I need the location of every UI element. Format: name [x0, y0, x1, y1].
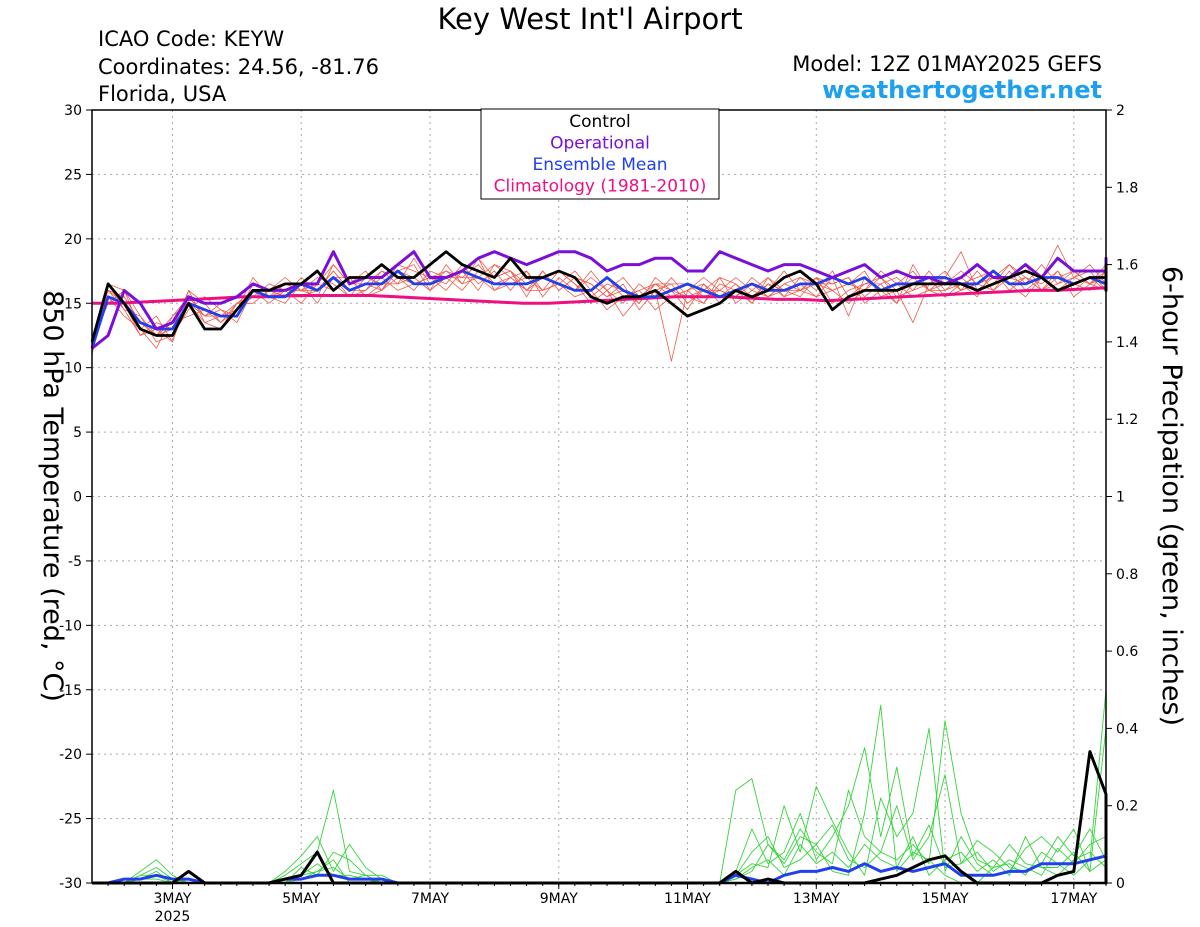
precip-member-line: [92, 689, 1107, 884]
y-axis-label: 850 hPa Temperature (red, °C): [37, 290, 68, 702]
y2-tick-label: 0: [1116, 876, 1125, 892]
y-tick-label: 15: [64, 296, 82, 312]
y-tick-label: 0: [73, 490, 82, 506]
precip-member-line: [92, 720, 1107, 884]
x-tick-label: 17MAY: [1050, 891, 1097, 907]
y-tick-label: 30: [64, 103, 82, 119]
y-tick-label: -30: [59, 876, 82, 892]
legend-entry: Climatology (1981-2010): [494, 177, 707, 197]
legend-box: [480, 108, 720, 200]
y-tick-label: -25: [59, 812, 82, 828]
precip-member-line: [92, 669, 1107, 884]
model-run: Model: 12Z 01MAY2025 GEFS: [792, 52, 1102, 76]
y2-axis-label: 6-hour Precipation (green, inches): [1156, 266, 1187, 726]
y2-tick-label: 1: [1116, 490, 1125, 506]
x-tick-label: 5MAY: [282, 891, 320, 907]
legend-entry: Ensemble Mean: [532, 155, 667, 175]
precip-ensemble-mean-line: [92, 854, 1108, 885]
x-tick-label: 3MAY: [153, 891, 191, 907]
x-tick-label: 11MAY: [664, 891, 711, 907]
x-tick-label: 15MAY: [922, 891, 969, 907]
y-tick-label: -5: [68, 554, 82, 570]
y-tick-label: -10: [59, 618, 82, 634]
coordinates: Coordinates: 24.56, -81.76: [98, 55, 379, 79]
x-tick-label: 9MAY: [540, 891, 578, 907]
x-tick-label: 13MAY: [793, 891, 840, 907]
temp-control-line: [90, 250, 1108, 343]
y2-tick-label: 0.8: [1116, 567, 1138, 583]
legend-entry: Operational: [550, 134, 650, 154]
y-tick-label: 25: [64, 167, 82, 183]
axes-layer: 302520151050-5-10-15-20-25-3021.81.61.41…: [59, 103, 1138, 925]
y2-tick-label: 1.2: [1116, 412, 1138, 428]
site-link[interactable]: weathertogether.net: [822, 76, 1102, 104]
y2-tick-label: 1.4: [1116, 335, 1138, 351]
region: Florida, USA: [98, 82, 227, 106]
precip-member-line: [92, 828, 1107, 884]
plot-frame: [91, 109, 1107, 884]
temp-ensemble-mean-line: [90, 269, 1108, 349]
x-tick-label: 7MAY: [411, 891, 449, 907]
y2-tick-label: 0.6: [1116, 644, 1138, 660]
chart-title: Key West Int'l Airport: [437, 2, 743, 36]
x-tick-sublabel: 2025: [155, 909, 191, 925]
y2-tick-label: 0.2: [1116, 799, 1138, 815]
legend-entry: Control: [569, 112, 630, 132]
y-tick-label: 5: [73, 425, 82, 441]
grid-layer: [92, 110, 1106, 883]
y2-tick-label: 0.4: [1116, 721, 1138, 737]
y2-tick-label: 1.6: [1116, 258, 1138, 274]
y-tick-label: -15: [59, 683, 82, 699]
y2-tick-label: 2: [1116, 103, 1125, 119]
precip-member-line: [92, 774, 1107, 884]
y-tick-label: -20: [59, 747, 82, 763]
y-tick-label: 10: [64, 361, 82, 377]
main-series-layer: [90, 250, 1108, 885]
precip-members-layer: [92, 669, 1107, 884]
y-tick-label: 20: [64, 232, 82, 248]
y2-tick-label: 1.8: [1116, 180, 1138, 196]
icao-code: ICAO Code: KEYW: [98, 27, 285, 51]
temp-member-line: [91, 264, 1107, 355]
